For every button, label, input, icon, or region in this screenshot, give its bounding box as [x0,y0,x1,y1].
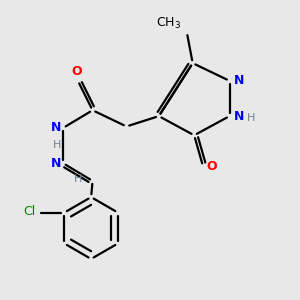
Text: N: N [51,122,62,134]
Text: H: H [53,140,62,150]
Text: Cl: Cl [23,205,35,218]
Text: H: H [247,112,256,123]
Text: N: N [234,74,244,87]
Text: N: N [51,157,62,170]
Text: O: O [206,160,217,173]
Text: O: O [71,65,82,78]
Text: CH$_3$: CH$_3$ [156,16,181,31]
Text: H: H [74,174,82,184]
Text: N: N [234,110,244,123]
